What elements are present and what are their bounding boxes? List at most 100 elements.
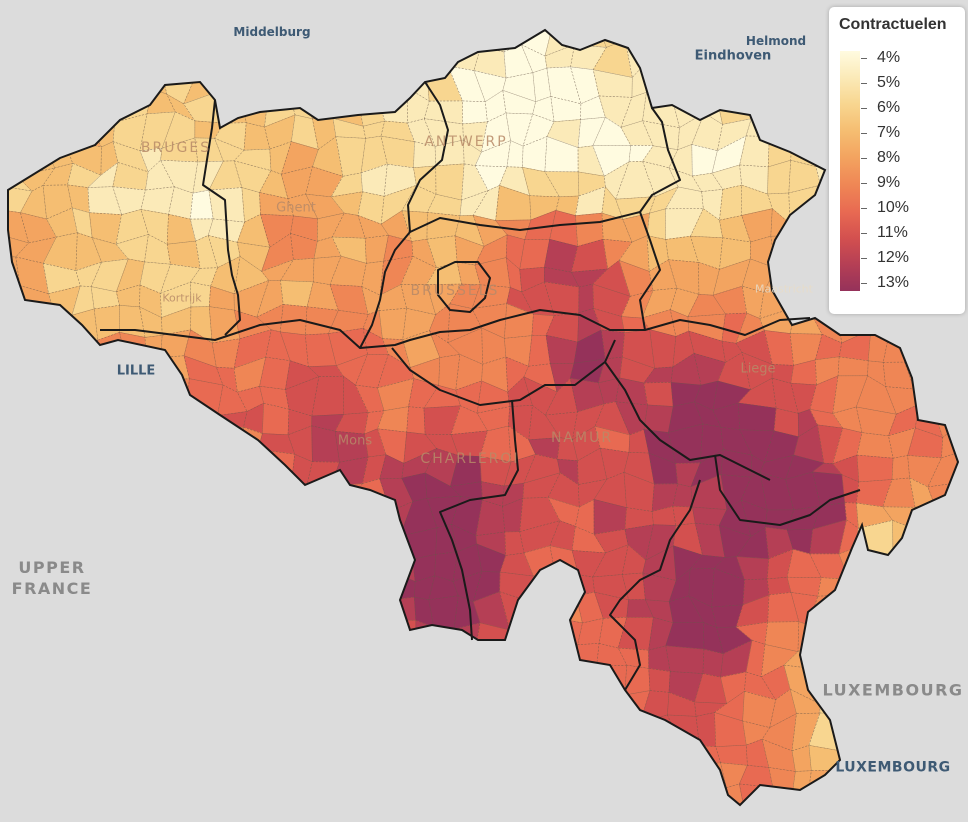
municipality-polygon[interactable]	[67, 604, 104, 631]
municipality-polygon[interactable]	[856, 783, 894, 816]
municipality-polygon[interactable]	[378, 307, 407, 340]
municipality-polygon[interactable]	[185, 720, 225, 753]
municipality-polygon[interactable]	[22, 794, 52, 817]
municipality-polygon[interactable]	[112, 457, 151, 482]
municipality-polygon[interactable]	[192, 49, 218, 79]
municipality-polygon[interactable]	[236, 41, 272, 77]
municipality-polygon[interactable]	[0, 623, 26, 642]
municipality-polygon[interactable]	[208, 41, 239, 79]
municipality-polygon[interactable]	[904, 337, 935, 363]
municipality-polygon[interactable]	[281, 594, 318, 629]
municipality-polygon[interactable]	[137, 400, 175, 436]
municipality-polygon[interactable]	[255, 640, 293, 681]
municipality-polygon[interactable]	[496, 717, 535, 749]
municipality-polygon[interactable]	[526, 795, 561, 819]
municipality-polygon[interactable]	[936, 578, 960, 606]
municipality-polygon[interactable]	[433, 717, 461, 743]
municipality-polygon[interactable]	[262, 402, 290, 436]
municipality-polygon[interactable]	[616, 791, 653, 815]
municipality-polygon[interactable]	[16, 329, 56, 357]
municipality-polygon[interactable]	[934, 622, 961, 651]
municipality-polygon[interactable]	[846, 572, 872, 596]
municipality-polygon[interactable]	[376, 596, 417, 621]
municipality-polygon[interactable]	[113, 556, 152, 584]
municipality-polygon[interactable]	[40, 716, 78, 746]
municipality-polygon[interactable]	[263, 664, 295, 704]
municipality-polygon[interactable]	[264, 784, 288, 822]
municipality-polygon[interactable]	[569, 715, 606, 740]
municipality-polygon[interactable]	[269, 546, 290, 582]
municipality-polygon[interactable]	[382, 17, 408, 54]
municipality-polygon[interactable]	[375, 557, 416, 583]
municipality-polygon[interactable]	[3, 376, 27, 411]
municipality-polygon[interactable]	[310, 725, 338, 749]
municipality-polygon[interactable]	[214, 520, 234, 558]
municipality-polygon[interactable]	[383, 50, 408, 81]
municipality-polygon[interactable]	[258, 580, 283, 600]
municipality-polygon[interactable]	[279, 304, 308, 336]
municipality-polygon[interactable]	[215, 764, 245, 794]
municipality-polygon[interactable]	[0, 496, 31, 530]
municipality-polygon[interactable]	[239, 676, 268, 705]
municipality-polygon[interactable]	[137, 479, 167, 507]
municipality-polygon[interactable]	[161, 700, 196, 722]
municipality-polygon[interactable]	[404, 691, 434, 729]
municipality-polygon[interactable]	[403, 17, 441, 54]
municipality-polygon[interactable]	[232, 644, 264, 681]
municipality-polygon[interactable]	[3, 639, 26, 670]
municipality-polygon[interactable]	[715, 64, 751, 96]
municipality-polygon[interactable]	[72, 645, 99, 676]
municipality-polygon[interactable]	[834, 617, 864, 655]
municipality-polygon[interactable]	[459, 786, 487, 822]
municipality-polygon[interactable]	[186, 523, 216, 551]
municipality-polygon[interactable]	[328, 42, 364, 77]
municipality-polygon[interactable]	[166, 720, 193, 753]
municipality-polygon[interactable]	[87, 527, 119, 558]
municipality-polygon[interactable]	[65, 358, 97, 391]
municipality-polygon[interactable]	[698, 784, 727, 819]
municipality-polygon[interactable]	[522, 618, 561, 643]
municipality-polygon[interactable]	[45, 639, 77, 670]
municipality-polygon[interactable]	[95, 716, 119, 744]
municipality-polygon[interactable]	[190, 426, 224, 459]
municipality-polygon[interactable]	[425, 689, 460, 728]
municipality-polygon[interactable]	[20, 527, 53, 559]
municipality-polygon[interactable]	[94, 771, 129, 790]
municipality-polygon[interactable]	[354, 735, 393, 771]
municipality-polygon[interactable]	[905, 716, 942, 747]
municipality-polygon[interactable]	[215, 787, 245, 822]
municipality-polygon[interactable]	[3, 665, 25, 699]
municipality-polygon[interactable]	[3, 402, 27, 429]
municipality-polygon[interactable]	[929, 379, 962, 410]
municipality-polygon[interactable]	[939, 641, 960, 674]
municipality-polygon[interactable]	[596, 715, 630, 738]
municipality-polygon[interactable]	[914, 504, 945, 530]
municipality-polygon[interactable]	[137, 427, 166, 460]
municipality-polygon[interactable]	[693, 66, 725, 96]
municipality-polygon[interactable]	[214, 499, 239, 525]
municipality-polygon[interactable]	[844, 593, 872, 622]
municipality-polygon[interactable]	[163, 602, 190, 631]
municipality-polygon[interactable]	[267, 716, 294, 750]
municipality-polygon[interactable]	[550, 667, 577, 704]
municipality-polygon[interactable]	[783, 97, 823, 123]
municipality-polygon[interactable]	[789, 209, 825, 241]
municipality-polygon[interactable]	[435, 741, 460, 772]
municipality-polygon[interactable]	[503, 783, 530, 822]
municipality-polygon[interactable]	[161, 571, 190, 607]
municipality-polygon[interactable]	[233, 448, 261, 488]
municipality-polygon[interactable]	[267, 73, 291, 99]
municipality-polygon[interactable]	[66, 716, 98, 746]
municipality-polygon[interactable]	[884, 580, 918, 607]
municipality-polygon[interactable]	[112, 599, 149, 633]
municipality-polygon[interactable]	[0, 477, 30, 505]
municipality-polygon[interactable]	[39, 114, 78, 141]
municipality-polygon[interactable]	[0, 691, 24, 724]
municipality-polygon[interactable]	[616, 767, 654, 801]
municipality-polygon[interactable]	[2, 352, 22, 393]
municipality-polygon[interactable]	[255, 595, 297, 631]
municipality-polygon[interactable]	[476, 689, 505, 721]
municipality-polygon[interactable]	[43, 458, 77, 477]
municipality-polygon[interactable]	[22, 408, 55, 428]
municipality-polygon[interactable]	[910, 548, 940, 585]
